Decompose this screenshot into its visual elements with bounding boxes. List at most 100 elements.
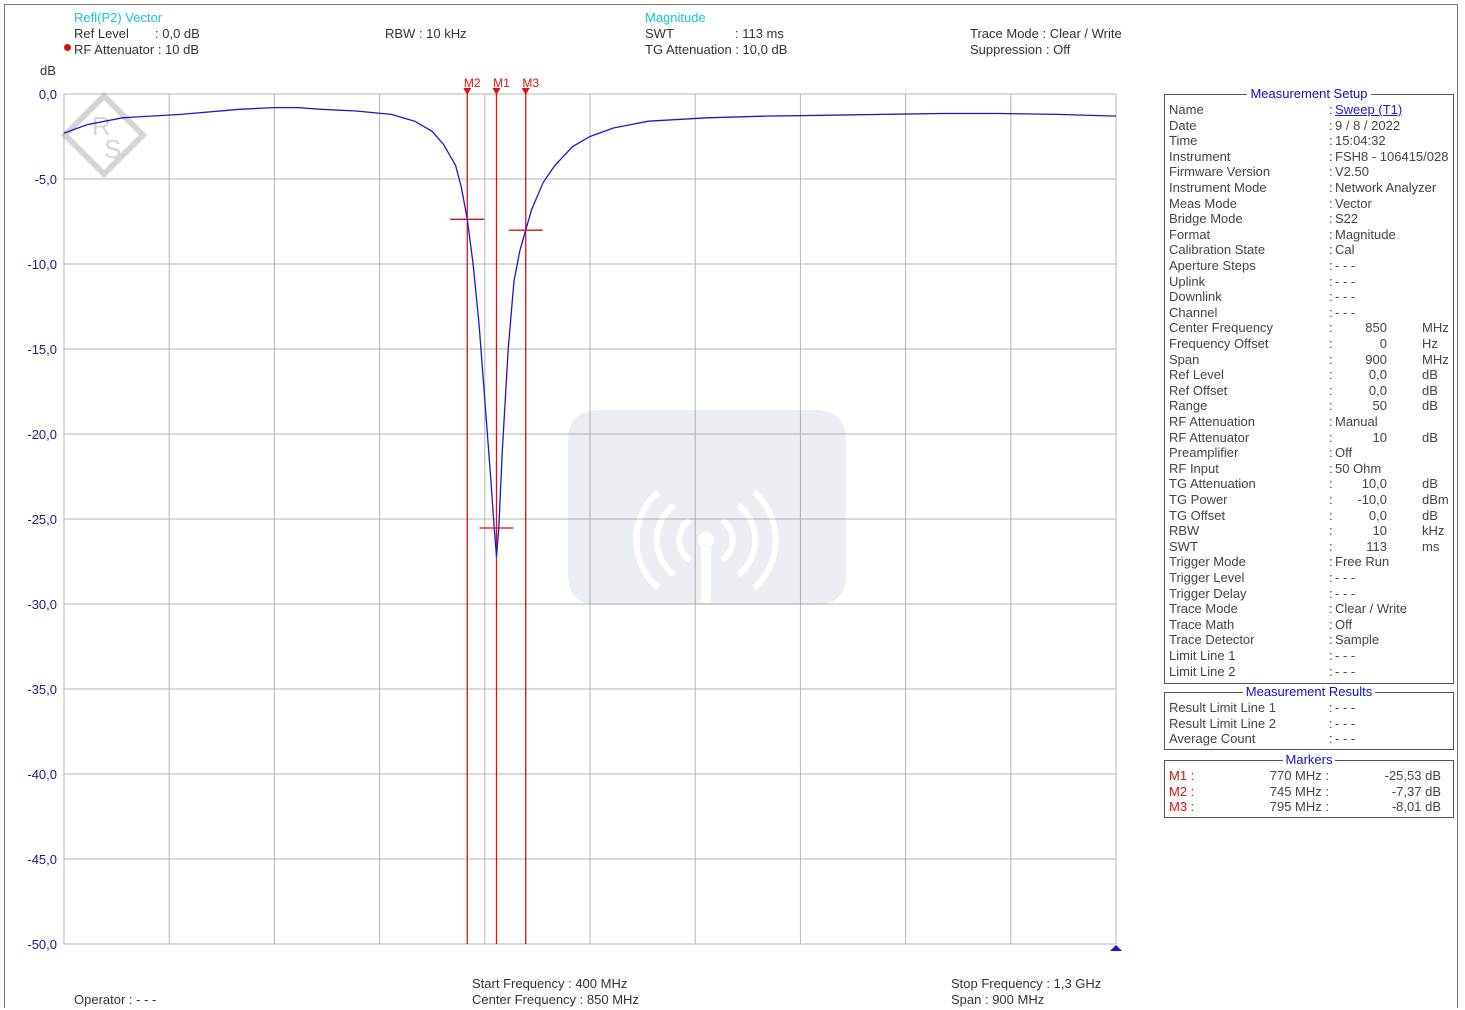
- row-value: - - -: [1335, 731, 1356, 747]
- marker-value: -8,01 dB: [1391, 799, 1441, 815]
- rf-attenuator-label: RF Attenuator : 10 dB: [74, 42, 200, 57]
- markers-panel: Markers M1 : 770 MHz : -25,53 dB M2 : 745 MH…: [1164, 752, 1454, 818]
- y-tick-label: -50,0: [27, 937, 57, 952]
- marker-triangle-m2: [463, 88, 472, 95]
- row-label: Ref Offset: [1169, 382, 1228, 398]
- row-value: S22: [1335, 211, 1359, 227]
- row-value: V2.50: [1335, 164, 1369, 180]
- marker-name: M1 :: [1169, 768, 1195, 783]
- swt-value: : 113 ms: [735, 26, 784, 41]
- y-tick-label: -15,0: [27, 342, 57, 357]
- tg-attenuation-label: TG Attenuation : 10,0 dB: [645, 42, 788, 57]
- swt-label: SWT: [645, 26, 674, 41]
- row-label: Span: [1169, 351, 1200, 367]
- format-title: Magnitude: [645, 10, 706, 25]
- marker-frequency: 770 MHz :: [1269, 768, 1329, 783]
- marker-value: -7,37 dB: [1391, 783, 1441, 799]
- row-unit: ms: [1422, 538, 1440, 554]
- measurement-results-panel: Measurement Results Result Limit Line 1:…: [1164, 684, 1454, 750]
- y-tick-label: -5,0: [35, 172, 57, 187]
- row-label: Range: [1169, 398, 1208, 414]
- row-value: Magnitude: [1335, 226, 1396, 242]
- svg-text:R: R: [92, 111, 111, 141]
- markers-title: Markers: [1282, 752, 1336, 767]
- row-value: Cal: [1335, 242, 1355, 258]
- row-label: Limit Line 1: [1169, 648, 1236, 663]
- y-tick-label: -25,0: [27, 512, 57, 527]
- row-value: 900: [1365, 351, 1387, 367]
- wireless-watermark-icon: [568, 410, 846, 605]
- row-value: - - -: [1335, 304, 1356, 320]
- row-value: Sample: [1335, 632, 1380, 648]
- row-label: Trace Mode: [1169, 601, 1238, 617]
- row-value: Free Run: [1335, 554, 1390, 570]
- row-label: Preamplifier: [1169, 445, 1239, 461]
- row-value: - - -: [1335, 715, 1356, 731]
- row-label: TG Offset: [1169, 507, 1226, 523]
- row-label: Calibration State: [1169, 242, 1266, 258]
- row-value: Off: [1335, 445, 1353, 461]
- row-label: RF Attenuator: [1169, 429, 1250, 445]
- y-unit-label: dB: [40, 63, 56, 78]
- row-label: Trigger Mode: [1169, 554, 1246, 570]
- row-label: Date: [1169, 117, 1197, 133]
- y-tick-label: -45,0: [27, 852, 57, 867]
- y-tick-label: -30,0: [27, 597, 57, 612]
- row-label: Aperture Steps: [1169, 258, 1256, 273]
- row-label: Bridge Mode: [1169, 211, 1243, 227]
- row-value: 113: [1366, 538, 1387, 554]
- marker-frequency: 745 MHz :: [1269, 783, 1329, 799]
- row-unit: MHz: [1422, 320, 1449, 336]
- row-value: Off: [1335, 616, 1353, 632]
- row-label: Uplink: [1169, 273, 1206, 289]
- row-label: Channel: [1169, 304, 1218, 320]
- ref-level-label: Ref Level: [74, 26, 129, 41]
- row-label: Ref Level: [1169, 367, 1224, 383]
- row-label: Meas Mode: [1169, 195, 1237, 211]
- row-value: 10,0: [1361, 476, 1387, 492]
- marker-label-m2: M2: [464, 76, 481, 90]
- row-value: Clear / Write: [1335, 601, 1407, 617]
- row-unit: dB: [1422, 507, 1438, 523]
- row-label: Time: [1169, 133, 1198, 149]
- row-value: FSH8 - 106415/028: [1335, 148, 1449, 164]
- row-value: - - -: [1335, 700, 1356, 715]
- row-label: RBW: [1169, 523, 1200, 539]
- row-value[interactable]: Sweep (T1): [1335, 102, 1403, 117]
- measurement-setup-panel: Measurement Setup Name: Sweep (T1) Date:9 …: [1164, 86, 1454, 684]
- row-value: 0,0: [1368, 382, 1387, 398]
- ref-triangle-icon: [1110, 945, 1122, 951]
- row-value: 15:04:32: [1335, 133, 1386, 149]
- row-value: 10: [1372, 523, 1387, 539]
- row-label: Trace Detector: [1169, 632, 1255, 648]
- ref-level-value: : 0,0 dB: [155, 26, 200, 41]
- marker-name: M3 :: [1169, 799, 1195, 815]
- row-label: Trigger Delay: [1169, 585, 1247, 601]
- row-unit: Hz: [1422, 336, 1438, 351]
- row-value: - - -: [1335, 648, 1356, 663]
- row-label: Name: [1169, 102, 1204, 117]
- row-value: 0,0: [1368, 367, 1387, 383]
- row-label: Frequency Offset: [1169, 336, 1269, 351]
- row-value: 850: [1365, 320, 1387, 336]
- measurement-results-title: Measurement Results: [1242, 684, 1376, 699]
- row-value: 50: [1372, 398, 1387, 414]
- row-value: 10: [1372, 429, 1387, 445]
- marker-value: -25,53 dB: [1384, 768, 1441, 783]
- marker-label-m3: M3: [522, 76, 539, 90]
- trace-line: [63, 106, 1117, 557]
- row-label: Instrument: [1169, 148, 1231, 164]
- y-tick-label: 0,0: [39, 87, 57, 102]
- row-label: Trace Math: [1169, 616, 1235, 632]
- marker-frequency: 795 MHz :: [1269, 799, 1329, 815]
- row-value: - - -: [1335, 585, 1356, 601]
- row-value: 0,0: [1368, 507, 1387, 523]
- y-tick-label: -20,0: [27, 427, 57, 442]
- row-value: Vector: [1335, 195, 1372, 211]
- row-label: Result Limit Line 2: [1169, 715, 1276, 731]
- row-unit: dB: [1422, 429, 1438, 445]
- marker-triangle-m1: [492, 88, 501, 95]
- row-value: Network Analyzer: [1335, 180, 1437, 195]
- y-tick-label: -35,0: [27, 682, 57, 697]
- row-value: - - -: [1335, 273, 1356, 289]
